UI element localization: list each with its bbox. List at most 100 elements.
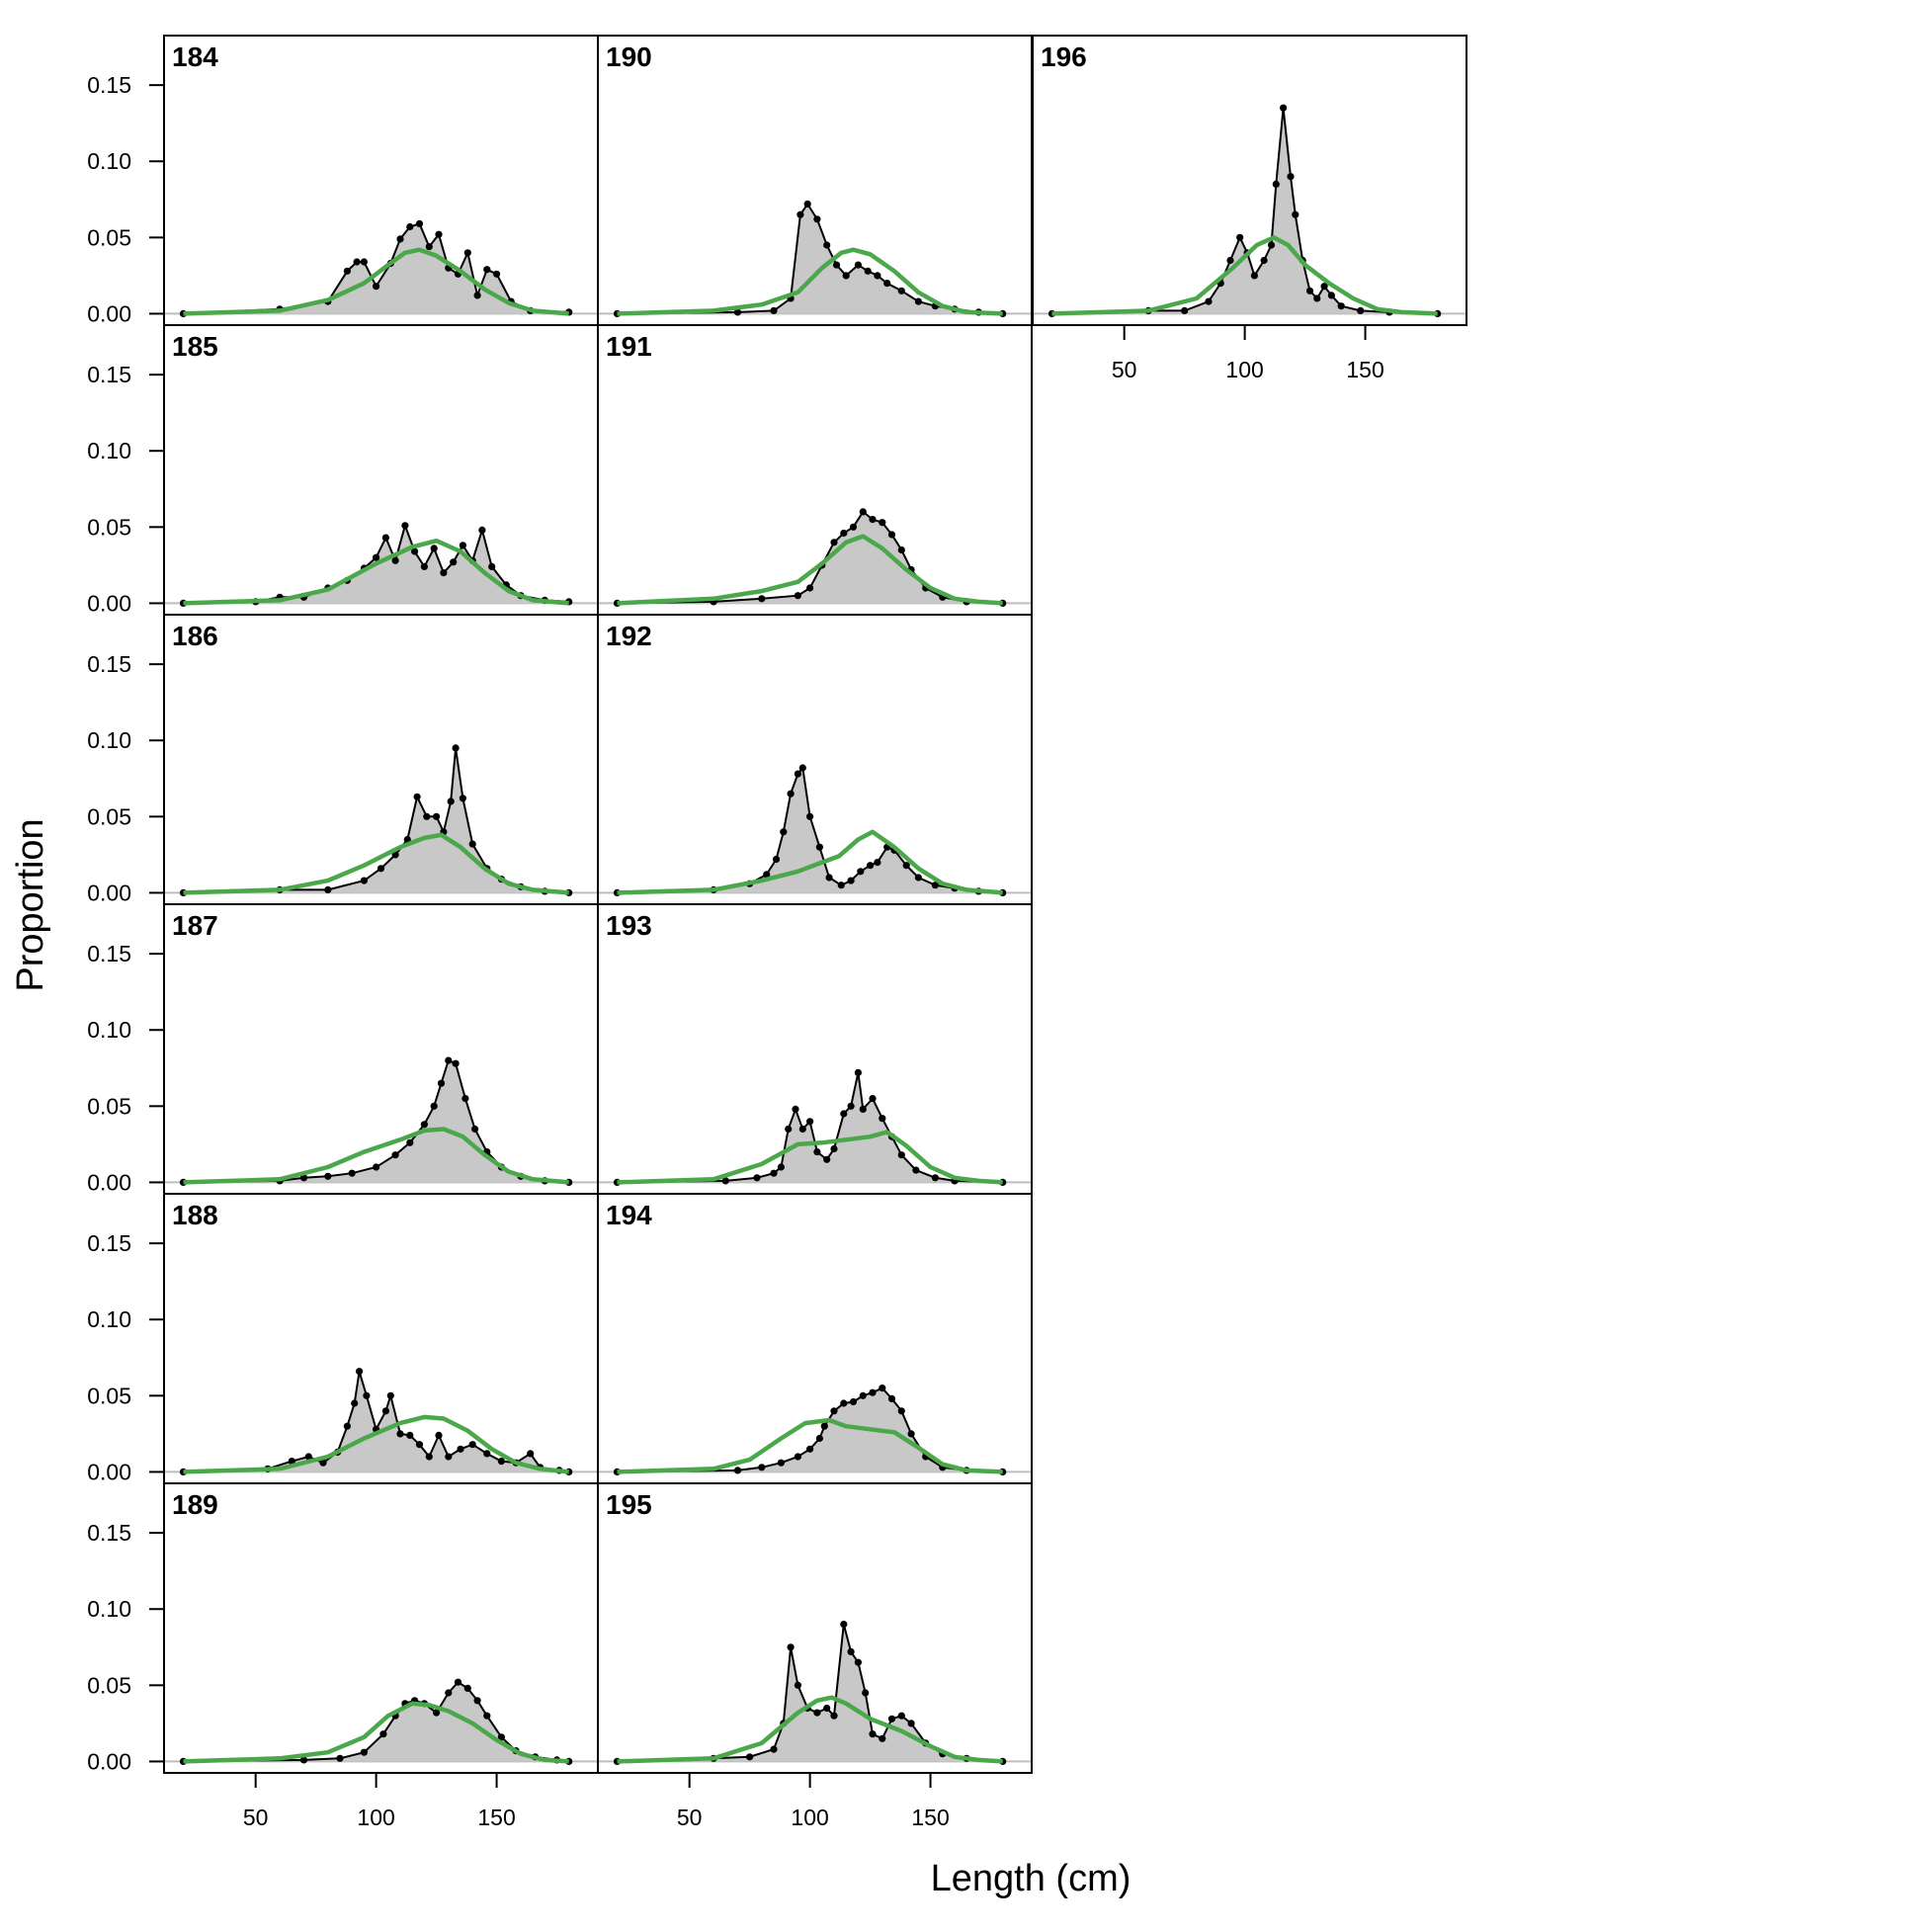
observed-point [849, 523, 858, 531]
observed-point [787, 1643, 795, 1651]
observed-point [806, 1445, 814, 1453]
observed-point [879, 1385, 886, 1392]
observed-point [430, 1102, 438, 1110]
observed-point [1357, 306, 1365, 314]
observed-point [440, 569, 448, 577]
observed-point [792, 1105, 799, 1113]
y-tick-label: 0.00 [87, 1169, 131, 1195]
observed-point [351, 1399, 359, 1407]
panel-label: 191 [606, 331, 652, 362]
observed-point [907, 1720, 915, 1727]
panel-186: 186 0.00 0.05 0.10 0.15 [87, 614, 599, 905]
panel-195: 195 50 100 150 [597, 1482, 1033, 1830]
observed-point [1305, 287, 1314, 294]
observed-point [1280, 104, 1288, 112]
panel-label: 185 [172, 331, 218, 362]
observed-point [336, 1754, 344, 1762]
observed-point [887, 1715, 896, 1722]
observed-point [373, 553, 380, 561]
observed-point [897, 1712, 905, 1720]
observed-point [1292, 210, 1299, 218]
observed-point [806, 584, 814, 592]
observed-point [483, 266, 491, 274]
observed-point [430, 545, 438, 552]
observed-point [770, 1745, 778, 1753]
observed-area [617, 768, 1003, 893]
observed-point [721, 1177, 729, 1185]
observed-point [813, 1148, 821, 1156]
expected-line [183, 538, 569, 606]
observed-point [353, 258, 361, 266]
panel-label: 195 [606, 1489, 652, 1520]
observed-point [386, 1391, 394, 1399]
panel-191: 191 [597, 324, 1033, 616]
observed-point [488, 562, 496, 571]
panel-187: 187 0.00 0.05 0.10 0.15 [87, 903, 599, 1195]
observed-point [859, 508, 867, 516]
x-axis-title: Length (cm) [931, 1858, 1131, 1899]
observed-point [445, 1056, 453, 1064]
observed-point [806, 812, 814, 820]
observed-point [813, 215, 821, 223]
y-tick-label: 0.05 [87, 1672, 131, 1698]
expected-line [183, 247, 569, 316]
panel-label: 194 [606, 1200, 652, 1230]
observed-point [794, 1681, 802, 1689]
observed-point [787, 790, 795, 798]
observed-point [450, 558, 458, 566]
observed-area [183, 1060, 569, 1183]
observed-point [803, 200, 811, 208]
observed-point [381, 1407, 389, 1415]
expected-line [183, 1414, 569, 1474]
observed-point [420, 1121, 428, 1129]
observed-point [304, 1453, 312, 1461]
observed-point [396, 1430, 404, 1438]
observed-point [1287, 173, 1295, 181]
y-tick-label: 0.15 [87, 651, 131, 677]
observed-point [288, 1458, 295, 1466]
observed-point [869, 1730, 877, 1738]
observed-point [411, 547, 419, 555]
observed-point [319, 1459, 327, 1467]
observed-point [1272, 180, 1280, 188]
observed-point [830, 539, 838, 546]
observed-point [360, 1748, 368, 1756]
observed-point [473, 292, 481, 299]
observed-point [468, 840, 476, 848]
observed-point [864, 267, 872, 275]
observed-point [363, 1391, 371, 1399]
panel-196: 196 50 100 150 [1032, 35, 1467, 382]
y-tick-label: 0.15 [87, 941, 131, 966]
observed-point [377, 865, 385, 873]
observed-point [914, 297, 923, 305]
observed-point [406, 222, 414, 231]
observed-point [420, 562, 428, 571]
observed-point [897, 1151, 905, 1159]
observed-point [396, 235, 404, 243]
observed-point [1313, 294, 1321, 302]
expected-line [617, 1130, 1003, 1185]
observed-point [820, 1422, 828, 1430]
observed-point [825, 874, 833, 882]
x-tick-label: 150 [477, 1805, 515, 1830]
observed-point [823, 1155, 831, 1163]
observed-point [798, 1125, 806, 1134]
y-tick-label: 0.10 [87, 727, 131, 753]
observed-point [452, 744, 460, 752]
observed-point [777, 1163, 786, 1171]
observed-area [617, 1072, 1003, 1183]
x-tick-label: 50 [243, 1805, 269, 1830]
observed-point [360, 258, 368, 266]
y-tick-label: 0.10 [87, 1017, 131, 1043]
observed-point [840, 1110, 848, 1118]
observed-point [854, 1658, 863, 1666]
observed-point [435, 230, 443, 238]
expected-line [617, 534, 1003, 606]
observed-point [478, 526, 486, 535]
observed-point [452, 1059, 460, 1067]
observed-point [1320, 283, 1328, 291]
y-tick-label: 0.00 [87, 1748, 131, 1774]
observed-point [1250, 272, 1258, 280]
observed-point [391, 556, 399, 564]
